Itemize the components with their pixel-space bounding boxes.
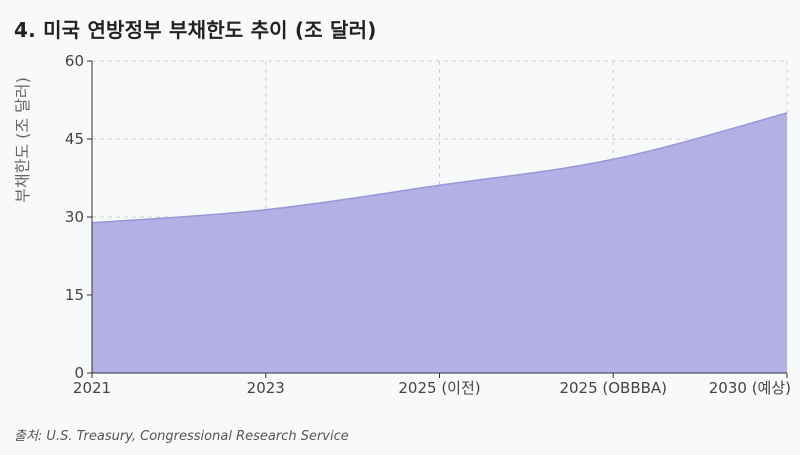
axes (87, 60, 788, 378)
y-tick-label: 45 (65, 130, 84, 148)
chart-title: 4. 미국 연방정부 부채한도 추이 (조 달러) (14, 18, 377, 42)
y-tick-label: 15 (65, 286, 84, 304)
x-tick-label: 2021 (73, 379, 111, 397)
y-tick-labels: 0 15 30 45 60 (65, 52, 84, 382)
source-note: 출처: U.S. Treasury, Congressional Researc… (14, 429, 349, 444)
area-series (91, 112, 788, 373)
x-tick-label: 2025 (이전) (398, 379, 480, 397)
y-axis-label: 부채한도 (조 달러) (13, 77, 32, 203)
area-line (91, 112, 788, 224)
x-tick-label: 2025 (OBBBA) (559, 379, 667, 397)
x-tick-label: 2030 (예상) (709, 379, 791, 397)
x-tick-label: 2023 (247, 379, 285, 397)
y-tick-label: 30 (65, 208, 84, 226)
y-tick-label: 60 (65, 52, 84, 70)
y-tick-label: 0 (74, 364, 84, 382)
area-fill (92, 113, 787, 373)
x-tick-labels: 2021 2023 2025 (이전) 2025 (OBBBA) 2030 (예상) (73, 379, 791, 397)
